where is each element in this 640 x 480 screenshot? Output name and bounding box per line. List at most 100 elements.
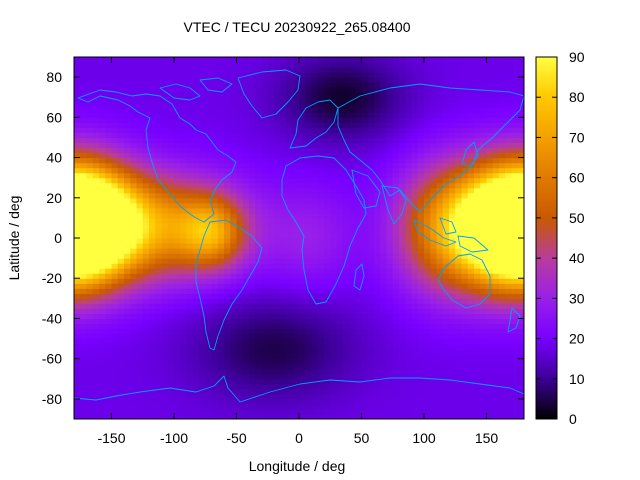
heatmap-cell: [124, 157, 131, 164]
heatmap-cell: [211, 127, 219, 134]
heatmap-cell: [392, 353, 400, 360]
heatmap-cell: [361, 353, 369, 360]
heatmap-cell: [317, 288, 325, 294]
heatmap-cell: [492, 383, 500, 390]
heatmap-cell: [324, 197, 331, 204]
heatmap-cell: [242, 403, 250, 410]
heatmap-cell: [205, 308, 213, 315]
heatmap-cell: [367, 353, 375, 360]
heatmap-cell: [180, 212, 188, 219]
heatmap-cell: [336, 268, 344, 274]
heatmap-cell: [211, 77, 219, 83]
heatmap-cell: [155, 167, 163, 174]
heatmap-cell: [167, 212, 175, 219]
heatmap-cell: [242, 97, 250, 103]
heatmap-cell: [286, 358, 294, 365]
heatmap-cell: [349, 328, 356, 335]
heatmap-cell: [261, 82, 269, 88]
heatmap-cell: [474, 167, 481, 174]
heatmap-cell: [205, 117, 213, 123]
heatmap-cell: [430, 192, 438, 199]
heatmap-cell: [355, 127, 363, 134]
heatmap-cell: [455, 127, 463, 134]
heatmap-cell: [317, 197, 325, 204]
heatmap-cell: [99, 403, 106, 410]
heatmap-cell: [242, 102, 250, 108]
heatmap-cell: [192, 303, 200, 309]
heatmap-cell: [442, 132, 450, 139]
heatmap-cell: [374, 187, 381, 194]
heatmap-cell: [155, 388, 163, 395]
heatmap-cell: [236, 338, 244, 345]
heatmap-cell: [436, 413, 444, 419]
heatmap-cell: [217, 328, 225, 335]
heatmap-cell: [111, 278, 119, 284]
heatmap-cell: [255, 338, 263, 345]
heatmap-cell: [305, 268, 313, 274]
heatmap-cell: [111, 232, 119, 239]
heatmap-cell: [324, 202, 331, 209]
heatmap-cell: [199, 107, 206, 113]
heatmap-cell: [424, 238, 431, 244]
heatmap-cell: [80, 413, 88, 419]
heatmap-cell: [205, 122, 213, 128]
heatmap-cell: [217, 182, 225, 189]
heatmap-cell: [267, 303, 275, 309]
heatmap-cell: [261, 353, 269, 360]
heatmap-cell: [124, 82, 131, 88]
heatmap-cell: [174, 278, 181, 284]
heatmap-cell: [180, 177, 188, 184]
heatmap-cell: [386, 273, 394, 279]
heatmap-cell: [311, 323, 319, 330]
heatmap-cell: [392, 358, 400, 365]
heatmap-cell: [411, 333, 419, 340]
heatmap-cell: [105, 368, 113, 375]
heatmap-cell: [92, 87, 100, 93]
heatmap-cell: [411, 67, 419, 73]
heatmap-cell: [499, 288, 506, 294]
heatmap-cell: [374, 162, 381, 169]
heatmap-cell: [186, 313, 194, 320]
heatmap-cell: [399, 172, 406, 179]
heatmap-cell: [174, 212, 181, 219]
heatmap-cell: [86, 383, 94, 390]
heatmap-cell: [236, 117, 244, 123]
heatmap-cell: [130, 313, 138, 320]
heatmap-cell: [280, 388, 288, 395]
heatmap-cell: [111, 308, 119, 315]
heatmap-cell: [255, 293, 263, 299]
heatmap-cell: [80, 232, 88, 239]
heatmap-cell: [149, 268, 156, 274]
heatmap-cell: [474, 222, 481, 229]
heatmap-cell: [455, 388, 463, 395]
heatmap-cell: [336, 102, 344, 108]
heatmap-cell: [499, 298, 506, 304]
heatmap-cell: [242, 263, 250, 269]
heatmap-cell: [480, 212, 488, 219]
heatmap-cell: [224, 212, 231, 219]
heatmap-cell: [474, 363, 481, 370]
heatmap-cell: [374, 157, 381, 164]
heatmap-cell: [474, 172, 481, 179]
heatmap-cell: [111, 117, 119, 123]
heatmap-cell: [386, 368, 394, 375]
heatmap-cell: [274, 343, 281, 350]
heatmap-cell: [392, 222, 400, 229]
heatmap-cell: [499, 207, 506, 214]
heatmap-cell: [411, 72, 419, 78]
heatmap-cell: [261, 378, 269, 385]
heatmap-cell: [280, 373, 288, 380]
heatmap-cell: [136, 182, 144, 189]
heatmap-cell: [280, 313, 288, 320]
heatmap-cell: [367, 137, 375, 144]
heatmap-cell: [236, 192, 244, 199]
heatmap-cell: [111, 137, 119, 144]
heatmap-cell: [405, 217, 413, 224]
heatmap-cell: [424, 187, 431, 194]
heatmap-cell: [105, 373, 113, 380]
heatmap-cell: [86, 167, 94, 174]
heatmap-cell: [280, 107, 288, 113]
heatmap-cell: [161, 388, 169, 395]
heatmap-cell: [99, 348, 106, 355]
heatmap-cell: [142, 107, 150, 113]
